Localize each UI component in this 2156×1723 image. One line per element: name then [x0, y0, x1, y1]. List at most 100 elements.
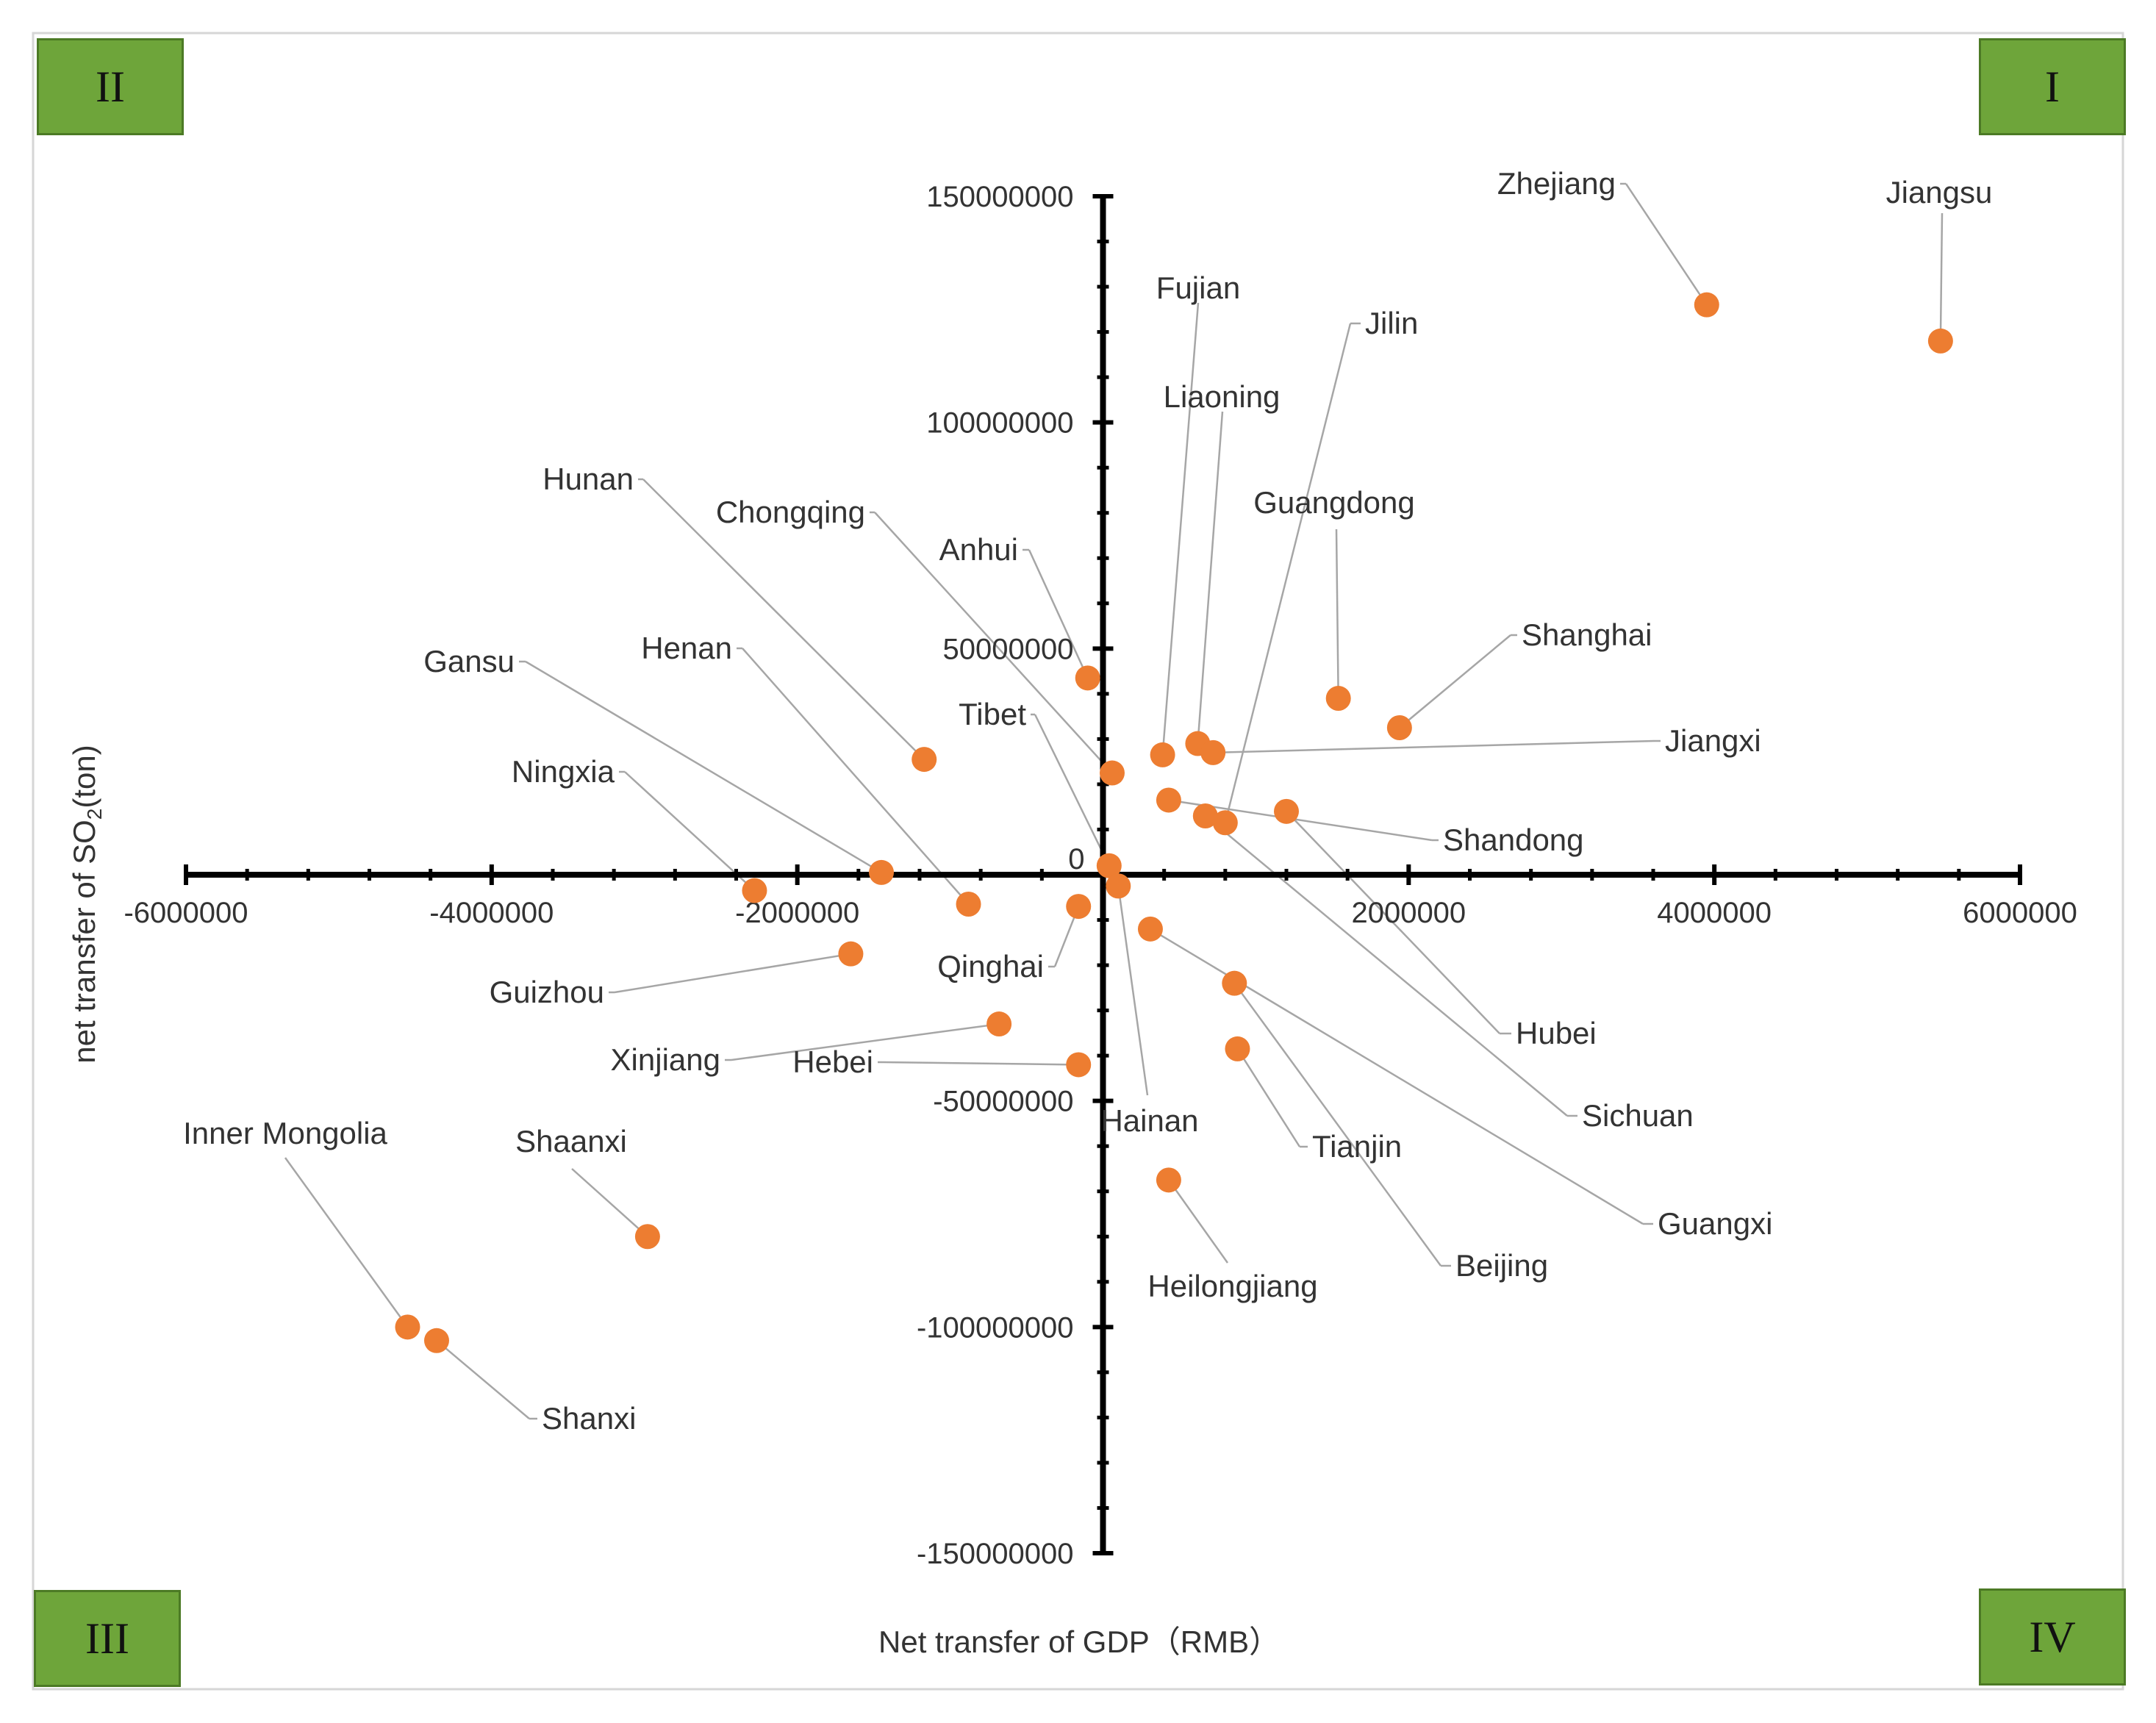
point-jiangsu [1927, 328, 1953, 354]
point-tibet [1096, 853, 1122, 878]
y-tick-label: 100000000 [926, 407, 1073, 440]
label-heilongjiang: Heilongjiang [1147, 1269, 1317, 1303]
label-hubei: Hubei [1516, 1016, 1597, 1050]
leader-line-jiangsu [1939, 212, 1944, 341]
leader-line-ningxia [624, 771, 756, 892]
x-tick-label: 2000000 [1351, 897, 1466, 929]
leader-line-fujian [1161, 302, 1200, 756]
leader-line-gansu [525, 660, 882, 873]
label-shanghai: Shanghai [1522, 617, 1652, 652]
label-ningxia: Ningxia [512, 754, 615, 789]
x-axis-title: Net transfer of GDP（RMB） [878, 1625, 1281, 1659]
label-qinghai: Qinghai [937, 949, 1044, 984]
label-anhui: Anhui [939, 532, 1018, 567]
leader-line-zhejiang [1625, 183, 1708, 306]
quadrant-label-iii: III [34, 1590, 181, 1687]
leader-line-heilongjiang [1167, 1179, 1229, 1264]
label-hunan: Hunan [542, 462, 634, 496]
point-labels: Zhejiang Jiangsu Guangdong Shanghai Fujian Li… [183, 166, 1992, 1436]
y-axis-title-subscript: 2 [83, 808, 107, 820]
point-heilongjiang [1156, 1167, 1181, 1193]
point-chongqing [1099, 760, 1125, 786]
data-points [395, 292, 1953, 1353]
point-shanxi [423, 1328, 449, 1353]
label-shaanxi: Shaanxi [515, 1124, 627, 1158]
point-anhui [1075, 665, 1100, 691]
point-sichuan [1192, 803, 1218, 829]
point-hainan [1106, 873, 1131, 899]
point-guangdong [1325, 686, 1351, 712]
point-guizhou [838, 941, 864, 967]
label-liaoning: Liaoning [1164, 379, 1281, 414]
leader-line-anhui [1028, 549, 1089, 678]
point-hunan [912, 747, 937, 773]
point-gansu [869, 859, 895, 885]
leader-line-shaanxi [571, 1168, 648, 1238]
leader-line-hainan [1117, 886, 1149, 1096]
label-jiangxi: Jiangxi [1665, 723, 1761, 758]
label-jiangsu: Jiangsu [1886, 175, 1993, 209]
y-axis-title-unit: (ton) [66, 745, 101, 809]
point-zhejiang [1694, 292, 1719, 318]
leader-line-chongqing [874, 512, 1113, 774]
leader-line-henan [742, 648, 970, 905]
leader-line-jiangxi [1213, 739, 1655, 754]
label-shandong: Shandong [1443, 823, 1584, 857]
label-zhejiang: Zhejiang [1497, 166, 1616, 201]
point-qinghai [1066, 894, 1092, 920]
y-axis-title: net transfer of SO2(ton) [67, 745, 107, 1063]
leader-line-shanxi [436, 1339, 530, 1419]
point-shanghai [1386, 715, 1412, 741]
point-jiangxi [1200, 739, 1226, 765]
leader-line-shanghai [1399, 634, 1511, 728]
point-henan [956, 891, 981, 917]
label-inner-mongolia: Inner Mongolia [183, 1116, 387, 1150]
y-tick-label: -150000000 [917, 1538, 1074, 1570]
label-hebei: Hebei [792, 1045, 873, 1079]
x-tick-label: 6000000 [1963, 897, 2077, 929]
x-tick-label: -6000000 [123, 897, 248, 929]
point-guangxi [1137, 916, 1163, 942]
leader-line-hunan [642, 479, 925, 760]
point-shaanxi [634, 1224, 660, 1250]
label-chongqing: Chongqing [716, 495, 865, 529]
y-tick-label: 50000000 [943, 633, 1074, 665]
label-hainan: Hainan [1100, 1103, 1198, 1138]
x-tick-label: -4000000 [429, 897, 554, 929]
leader-line-tianjin [1236, 1048, 1301, 1147]
origin-label: 0 [1068, 843, 1084, 875]
leader-line-hebei [881, 1061, 1079, 1066]
point-beijing [1222, 970, 1247, 996]
quadrant-label-i: I [1979, 38, 2126, 135]
label-beijing: Beijing [1455, 1248, 1548, 1283]
plot-area-border [32, 32, 2124, 1691]
y-tick-label: -100000000 [917, 1311, 1074, 1344]
leader-line-sichuan [1205, 815, 1568, 1117]
leader-line-tibet [1034, 714, 1110, 867]
point-shandong [1156, 787, 1181, 813]
label-guangdong: Guangdong [1253, 485, 1415, 520]
leader-line-guangdong [1335, 529, 1339, 699]
y-tick-label: 150000000 [926, 181, 1073, 213]
leader-line-guizhou [614, 953, 851, 994]
label-jilin: Jilin [1365, 306, 1418, 340]
point-jilin [1212, 810, 1238, 836]
point-tianjin [1225, 1036, 1250, 1061]
quadrant-label-iv: IV [1979, 1588, 2126, 1686]
label-sichuan: Sichuan [1582, 1098, 1694, 1133]
label-shanxi: Shanxi [542, 1401, 636, 1436]
point-hebei [1066, 1052, 1092, 1078]
label-henan: Henan [641, 631, 732, 665]
leader-lines [284, 182, 1944, 1420]
y-tick-label: -50000000 [933, 1086, 1073, 1118]
point-xinjiang [986, 1011, 1012, 1037]
leader-line-inner-mongolia [284, 1157, 409, 1328]
point-ningxia [742, 878, 767, 903]
point-hubei [1274, 798, 1299, 824]
label-tibet: Tibet [959, 697, 1026, 731]
leader-line-xinjiang [731, 1022, 1000, 1061]
y-axis-title-text: net transfer of SO [66, 820, 101, 1064]
label-gansu: Gansu [423, 644, 515, 678]
leader-line-beijing [1233, 982, 1442, 1267]
